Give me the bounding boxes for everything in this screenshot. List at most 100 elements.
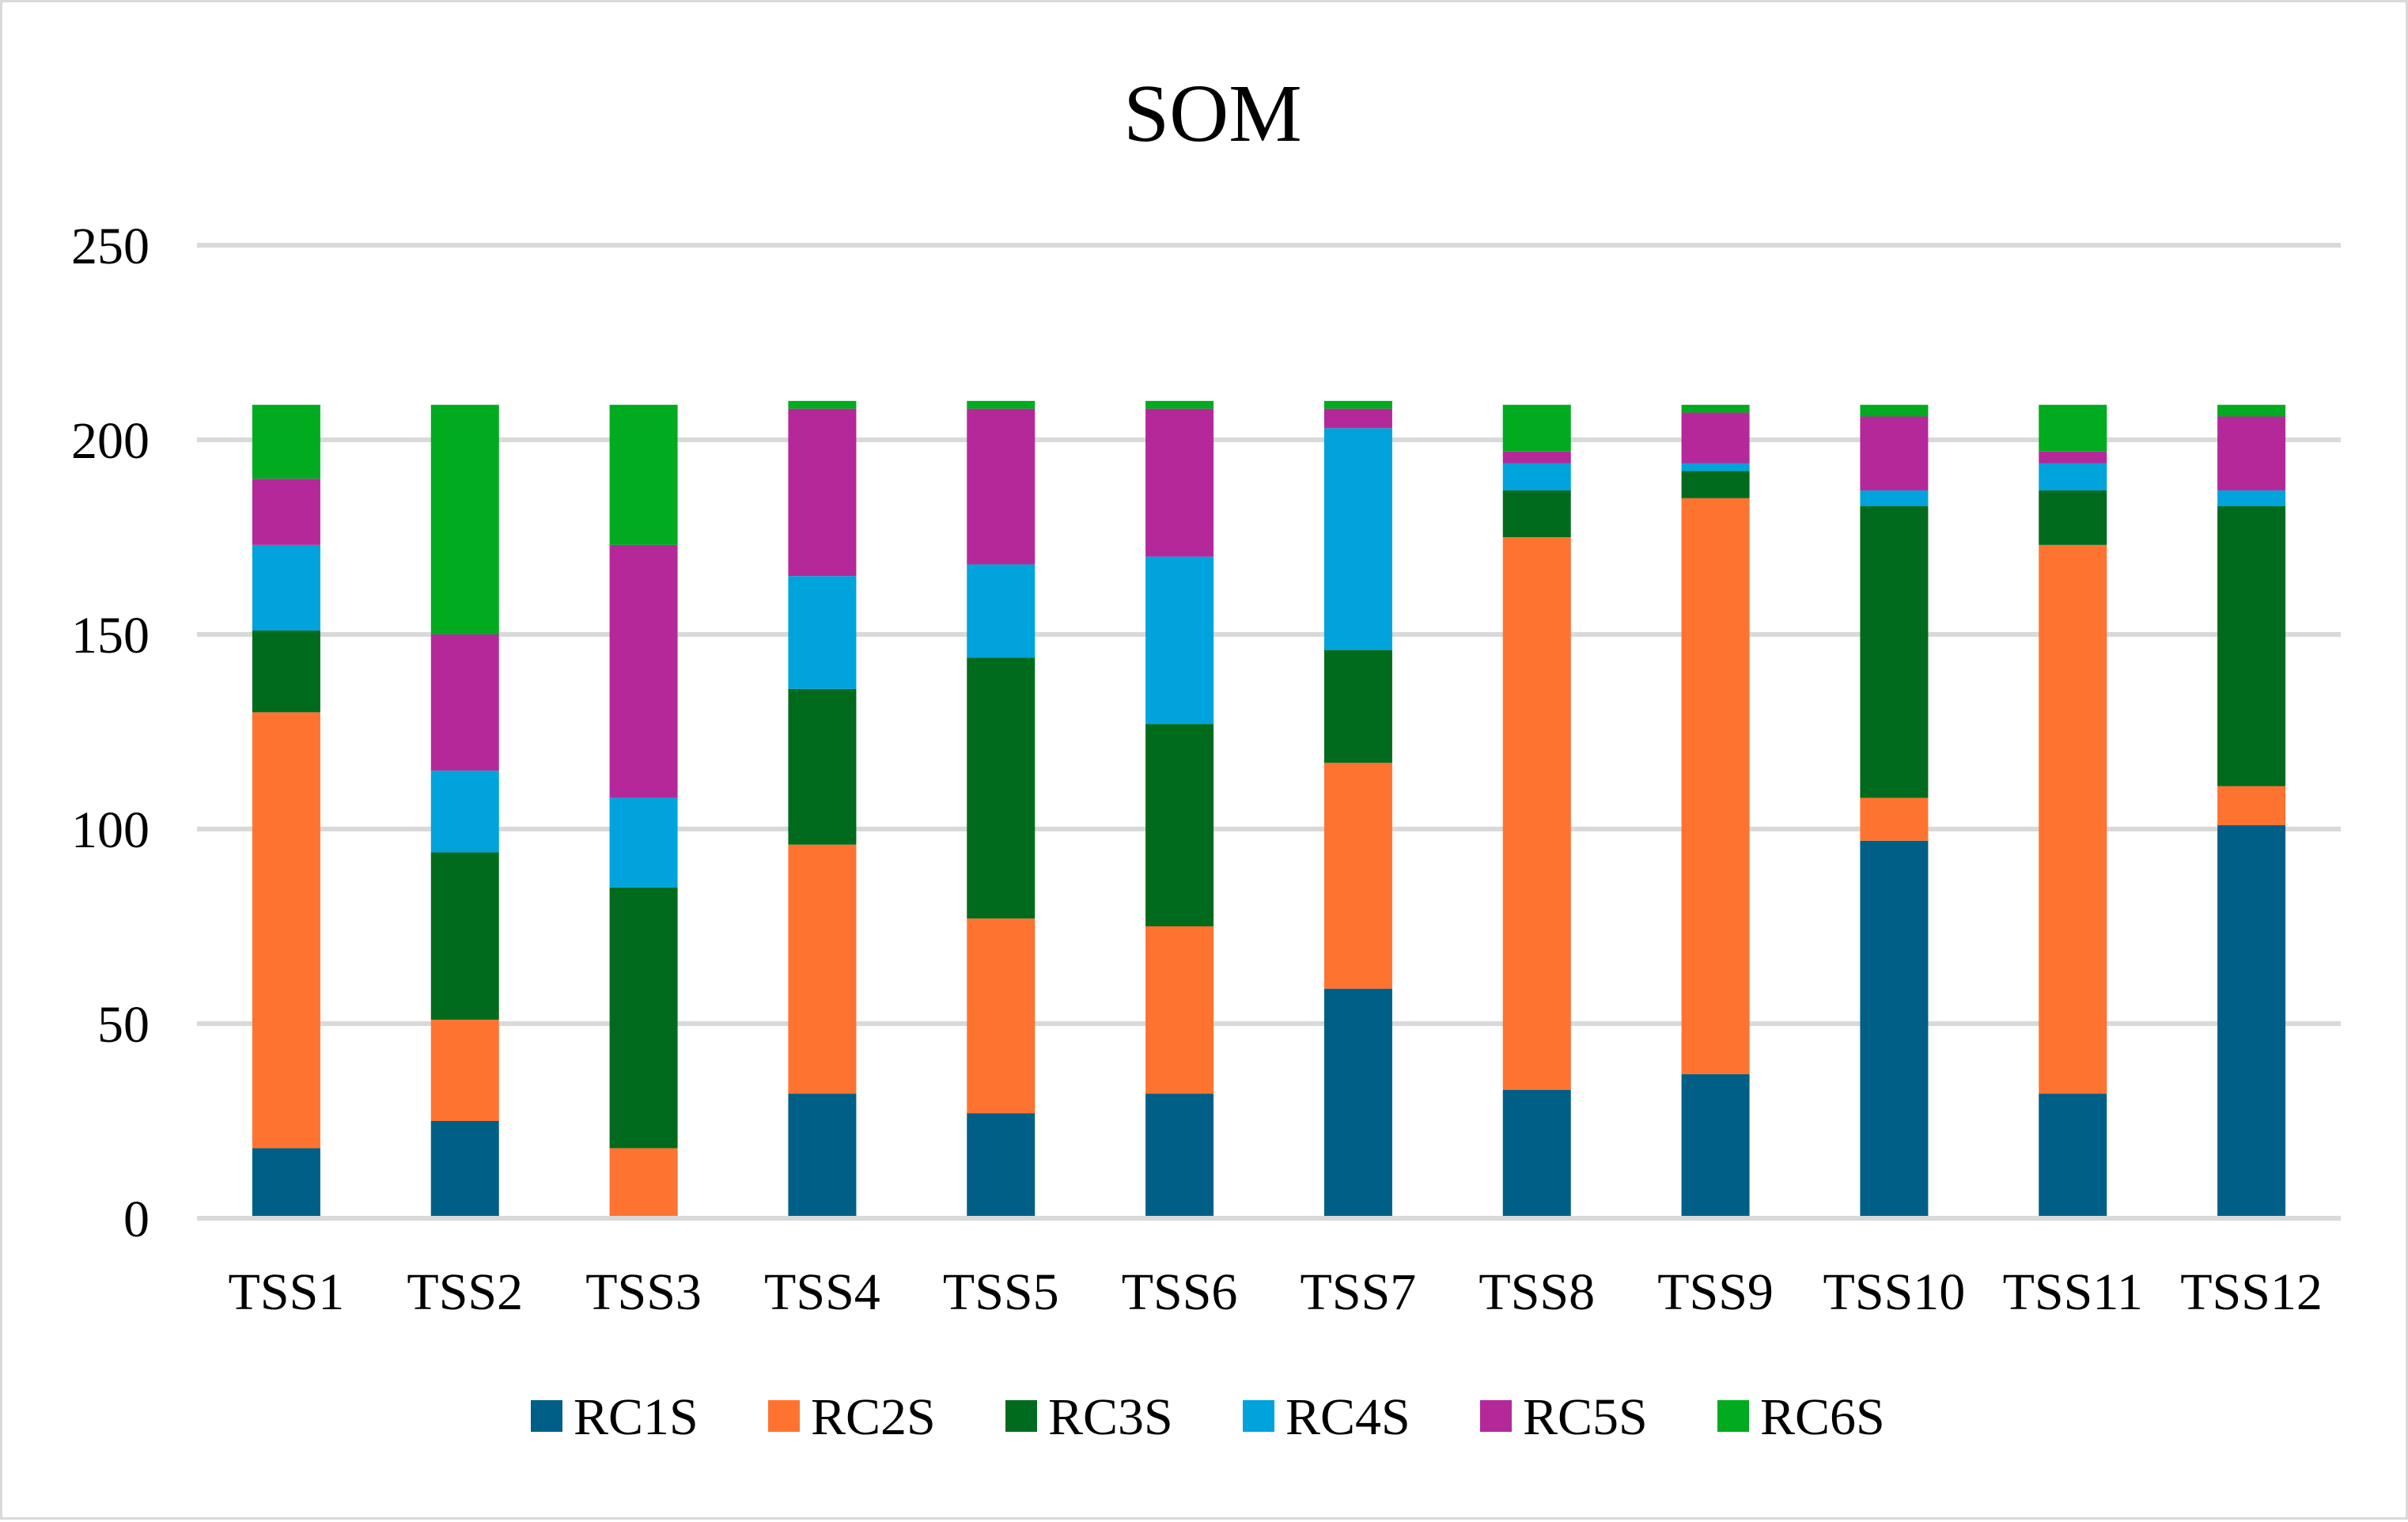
legend-label-rc1s: RC1S xyxy=(574,1388,699,1446)
y-tick-label: 150 xyxy=(71,607,150,664)
bar-segment-rc5s-tss8 xyxy=(1502,451,1571,464)
bar-segment-rc4s-tss1 xyxy=(252,544,320,631)
legend-swatch-rc4s xyxy=(1243,1400,1274,1432)
bar-segment-rc6s-tss11 xyxy=(2039,404,2107,452)
x-tick-label: TSS6 xyxy=(1122,1263,1238,1321)
bars xyxy=(252,400,2286,1218)
bar-segment-rc2s-tss3 xyxy=(609,1148,678,1218)
bar-segment-rc5s-tss9 xyxy=(1681,412,1750,464)
bar-segment-rc2s-tss5 xyxy=(967,918,1036,1114)
x-tick-label: TSS12 xyxy=(2180,1263,2323,1321)
bar-segment-rc6s-tss4 xyxy=(788,400,857,409)
bar-segment-rc2s-tss10 xyxy=(1860,797,1929,841)
bar-segment-rc4s-tss7 xyxy=(1323,428,1392,650)
legend-label-rc4s: RC4S xyxy=(1285,1388,1410,1446)
bar-segment-rc5s-tss11 xyxy=(2039,451,2107,464)
bar-segment-rc3s-tss2 xyxy=(430,852,499,1020)
bar-segment-rc1s-tss12 xyxy=(2217,825,2286,1218)
bar-segment-rc1s-tss11 xyxy=(2039,1093,2107,1218)
bar-segment-rc5s-tss2 xyxy=(430,634,499,771)
bar-segment-rc6s-tss9 xyxy=(1681,404,1750,413)
bar-segment-rc3s-tss7 xyxy=(1323,649,1392,763)
bar-segment-rc5s-tss4 xyxy=(788,408,857,577)
bar-segment-rc2s-tss8 xyxy=(1502,537,1571,1090)
bar-segment-rc4s-tss10 xyxy=(1860,490,1929,506)
y-tick-label: 200 xyxy=(71,412,150,470)
bar-segment-rc2s-tss2 xyxy=(430,1020,499,1121)
bar-segment-rc5s-tss5 xyxy=(967,408,1036,565)
legend-label-rc6s: RC6S xyxy=(1760,1388,1885,1446)
x-tick-label: TSS7 xyxy=(1301,1263,1417,1321)
bar-segment-rc1s-tss7 xyxy=(1323,988,1392,1218)
bar-segment-rc6s-tss12 xyxy=(2217,404,2286,417)
bar-segment-rc1s-tss9 xyxy=(1681,1073,1750,1218)
x-tick-label: TSS9 xyxy=(1657,1263,1774,1321)
bar-segment-rc6s-tss2 xyxy=(430,404,499,634)
bar-segment-rc5s-tss10 xyxy=(1860,416,1929,490)
bar-segment-rc3s-tss8 xyxy=(1502,490,1571,537)
bar-segment-rc3s-tss4 xyxy=(788,688,857,845)
legend-swatch-rc2s xyxy=(768,1400,800,1432)
bar-segment-rc3s-tss6 xyxy=(1145,724,1214,926)
bar-segment-rc1s-tss2 xyxy=(430,1121,499,1218)
bar-segment-rc4s-tss3 xyxy=(609,797,678,888)
bar-segment-rc2s-tss1 xyxy=(252,712,320,1149)
x-tick-label: TSS11 xyxy=(2003,1263,2143,1321)
bar-segment-rc6s-tss5 xyxy=(967,400,1036,409)
bar-segment-rc6s-tss10 xyxy=(1860,404,1929,417)
x-tick-label: TSS8 xyxy=(1478,1263,1595,1321)
y-axis-ticks: 0 50 100 150 200 250 xyxy=(71,218,150,1248)
bar-segment-rc2s-tss11 xyxy=(2039,544,2107,1094)
bar-segment-rc2s-tss12 xyxy=(2217,786,2286,826)
bar-segment-rc2s-tss9 xyxy=(1681,498,1750,1074)
y-tick-label: 50 xyxy=(97,996,150,1054)
x-tick-label: TSS2 xyxy=(407,1263,523,1321)
x-tick-label: TSS1 xyxy=(229,1263,345,1321)
bar-segment-rc1s-tss1 xyxy=(252,1148,320,1218)
bar-segment-rc4s-tss11 xyxy=(2039,463,2107,490)
y-tick-label: 100 xyxy=(71,801,150,859)
bar-segment-rc4s-tss2 xyxy=(430,770,499,853)
legend-label-rc5s: RC5S xyxy=(1523,1388,1648,1446)
bar-segment-rc2s-tss7 xyxy=(1323,763,1392,989)
bar-segment-rc1s-tss8 xyxy=(1502,1089,1571,1218)
y-tick-label: 250 xyxy=(71,218,150,275)
bar-segment-rc6s-tss6 xyxy=(1145,400,1214,409)
bar-segment-rc1s-tss4 xyxy=(788,1093,857,1218)
gridlines xyxy=(197,243,2341,1026)
legend: RC1S RC2S RC3S RC4S RC5S RC6S xyxy=(531,1388,1885,1446)
x-tick-label: TSS10 xyxy=(1823,1263,1966,1321)
legend-swatch-rc6s xyxy=(1717,1400,1749,1432)
bar-segment-rc3s-tss12 xyxy=(2217,505,2286,786)
bar-segment-rc3s-tss5 xyxy=(967,657,1036,919)
bar-segment-rc2s-tss6 xyxy=(1145,926,1214,1094)
bar-segment-rc6s-tss1 xyxy=(252,404,320,479)
bar-segment-rc3s-tss1 xyxy=(252,630,320,713)
x-tick-label: TSS3 xyxy=(585,1263,702,1321)
bar-segment-rc3s-tss10 xyxy=(1860,505,1929,798)
legend-swatch-rc3s xyxy=(1005,1400,1037,1432)
bar-segment-rc6s-tss3 xyxy=(609,404,678,545)
legend-label-rc3s: RC3S xyxy=(1048,1388,1173,1446)
bar-segment-rc2s-tss4 xyxy=(788,844,857,1094)
legend-swatch-rc5s xyxy=(1480,1400,1512,1432)
bar-segment-rc4s-tss12 xyxy=(2217,490,2286,506)
bar-segment-rc4s-tss4 xyxy=(788,576,857,689)
bar-segment-rc4s-tss8 xyxy=(1502,463,1571,490)
bar-segment-rc3s-tss11 xyxy=(2039,490,2107,545)
bar-segment-rc1s-tss6 xyxy=(1145,1093,1214,1218)
bar-segment-rc6s-tss7 xyxy=(1323,400,1392,409)
bar-segment-rc4s-tss6 xyxy=(1145,556,1214,725)
bar-segment-rc1s-tss5 xyxy=(967,1113,1036,1218)
bar-segment-rc3s-tss9 xyxy=(1681,471,1750,498)
bar-segment-rc5s-tss12 xyxy=(2217,416,2286,490)
bar-segment-rc5s-tss7 xyxy=(1323,408,1392,429)
bar-segment-rc4s-tss9 xyxy=(1681,463,1750,471)
legend-label-rc2s: RC2S xyxy=(811,1388,936,1446)
x-tick-label: TSS4 xyxy=(764,1263,880,1321)
bar-segment-rc6s-tss8 xyxy=(1502,404,1571,452)
chart-title: SOM xyxy=(1123,68,1301,159)
bar-segment-rc3s-tss3 xyxy=(609,887,678,1149)
